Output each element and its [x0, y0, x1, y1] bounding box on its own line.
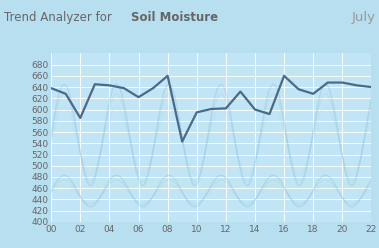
Text: Trend Analyzer for: Trend Analyzer for — [4, 11, 116, 24]
Text: July: July — [351, 11, 375, 24]
Text: Soil Moisture: Soil Moisture — [131, 11, 218, 24]
